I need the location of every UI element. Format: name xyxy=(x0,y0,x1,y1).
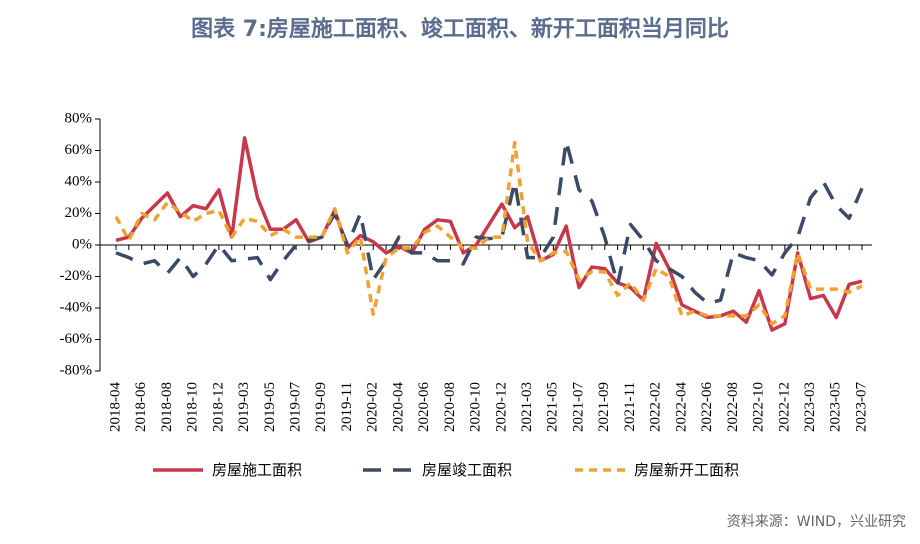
x-tick-label: 2021-09 xyxy=(596,382,612,432)
y-tick-label: -40% xyxy=(60,299,93,315)
x-tick-label: 2022-08 xyxy=(725,382,741,432)
x-tick-label: 2020-06 xyxy=(416,382,432,432)
x-tick-label: 2023-05 xyxy=(828,382,844,432)
x-tick-label: 2019-05 xyxy=(262,382,278,432)
legend-label: 房屋施工面积 xyxy=(212,461,302,479)
x-tick-label: 2022-12 xyxy=(776,382,792,432)
x-tick-label: 2019-03 xyxy=(236,382,252,432)
x-tick-label: 2020-10 xyxy=(468,382,484,432)
x-tick-label: 2023-07 xyxy=(853,382,869,432)
x-tick-label: 2018-12 xyxy=(210,382,226,432)
x-tick-label: 2018-10 xyxy=(185,382,201,432)
y-tick-label: -60% xyxy=(60,331,93,347)
x-tick-label: 2020-12 xyxy=(493,382,509,432)
x-tick-label: 2020-08 xyxy=(442,382,458,432)
x-tick-label: 2019-11 xyxy=(339,382,355,431)
x-tick-label: 2021-03 xyxy=(519,382,535,432)
y-tick-label: 0% xyxy=(72,236,92,252)
x-tick-label: 2019-07 xyxy=(288,382,304,432)
x-tick-label: 2021-07 xyxy=(570,382,586,432)
x-tick-label: 2018-04 xyxy=(107,382,123,432)
source-note: 资料来源：WIND，兴业研究 xyxy=(727,514,906,530)
x-tick-label: 2021-11 xyxy=(622,382,638,431)
chart-title: 图表 7:房屋施工面积、竣工面积、新开工面积当月同比 xyxy=(191,16,729,42)
x-tick-label: 2019-09 xyxy=(313,382,329,432)
legend-label: 房屋竣工面积 xyxy=(422,461,512,479)
x-tick-label: 2018-08 xyxy=(159,382,175,432)
x-tick-label: 2023-03 xyxy=(802,382,818,432)
y-tick-label: -20% xyxy=(60,268,93,284)
x-tick-label: 2022-10 xyxy=(751,382,767,432)
series-line xyxy=(115,136,863,332)
x-tick-label: 2021-05 xyxy=(545,382,561,432)
y-tick-label: 80% xyxy=(65,110,93,126)
x-tick-label: 2022-02 xyxy=(648,382,664,432)
legend-label: 房屋新开工面积 xyxy=(634,461,739,479)
x-tick-label: 2018-06 xyxy=(133,382,149,432)
y-tick-label: 40% xyxy=(65,173,93,189)
y-tick-label: -80% xyxy=(60,362,93,378)
y-tick-label: 20% xyxy=(65,205,93,221)
x-tick-label: 2020-02 xyxy=(365,382,381,432)
series-line xyxy=(115,139,864,306)
x-tick-label: 2020-04 xyxy=(390,382,406,432)
y-tick-label: 60% xyxy=(65,142,93,158)
series-line xyxy=(114,140,863,326)
x-tick-label: 2022-06 xyxy=(699,382,715,432)
x-tick-label: 2022-04 xyxy=(673,382,689,432)
